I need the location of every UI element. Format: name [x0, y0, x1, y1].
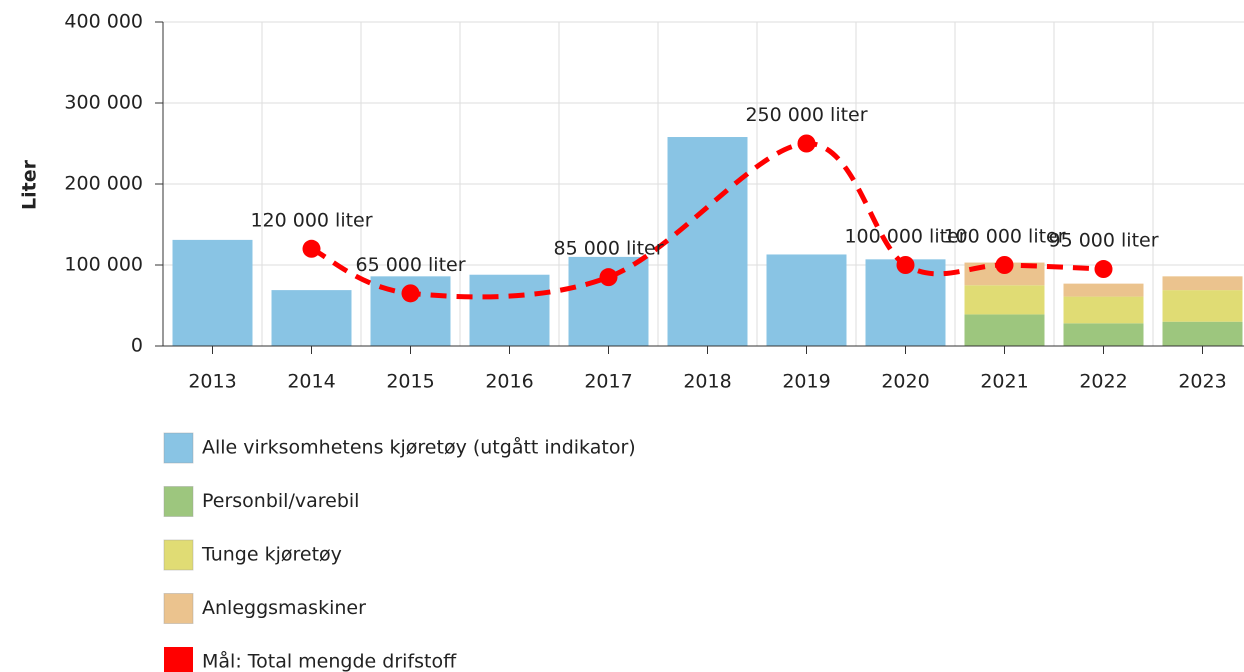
bar	[667, 137, 748, 346]
x-tick-label: 2013	[188, 371, 236, 393]
x-tick-label: 2017	[584, 371, 632, 393]
data-label: 65 000 liter	[355, 254, 465, 276]
data-label: 120 000 liter	[250, 209, 372, 231]
x-tick-label: 2022	[1079, 371, 1127, 393]
legend-swatch	[164, 647, 193, 672]
y-tick-label: 0	[131, 335, 143, 357]
x-tick-label: 2023	[1178, 371, 1226, 393]
target-point	[995, 256, 1014, 274]
x-tick-label: 2020	[881, 371, 929, 393]
legend-label: Tunge kjøretøy	[201, 544, 342, 566]
legend-label: Alle virksomhetens kjøretøy (utgått indi…	[202, 436, 636, 459]
bar	[766, 254, 847, 346]
y-tick-label: 200 000	[64, 173, 143, 195]
y-tick-label: 300 000	[64, 92, 143, 114]
y-tick-label: 400 000	[64, 11, 143, 33]
bar	[1063, 283, 1144, 297]
y-tick-label: 100 000	[64, 254, 143, 276]
y-axis-label: Liter	[19, 159, 41, 210]
data-label: 100 000 liter	[943, 226, 1065, 248]
legend-swatch	[163, 486, 194, 517]
bar	[469, 274, 550, 346]
x-tick-label: 2021	[980, 371, 1028, 393]
bar	[1063, 296, 1144, 324]
legend-label: Personbil/varebil	[202, 490, 359, 512]
target-point	[1094, 260, 1113, 279]
x-tick-label: 2018	[683, 371, 731, 393]
target-point	[599, 268, 618, 287]
legend-swatch	[163, 593, 194, 624]
bar	[964, 314, 1045, 346]
bar	[172, 239, 253, 346]
x-tick-label: 2014	[287, 371, 335, 393]
x-tick-label: 2016	[485, 371, 533, 393]
legend-label: Mål: Total mengde drifstoff	[202, 650, 457, 672]
bar	[1162, 321, 1243, 346]
bar	[1063, 323, 1144, 346]
data-label: 85 000 liter	[553, 238, 663, 260]
bar	[1162, 276, 1243, 291]
legend-swatch	[163, 432, 194, 464]
data-label: 95 000 liter	[1048, 230, 1158, 252]
legend-swatch	[163, 539, 194, 571]
target-point	[797, 134, 816, 153]
target-point	[896, 256, 915, 274]
data-label: 250 000 liter	[745, 104, 867, 126]
target-point	[401, 284, 420, 303]
bar	[1162, 290, 1243, 322]
data-label: 100 000 liter	[844, 226, 966, 248]
bar	[271, 290, 352, 346]
x-tick-label: 2019	[782, 371, 830, 393]
legend-label: Anleggsmaskiner	[202, 597, 366, 619]
x-tick-label: 2015	[386, 371, 434, 393]
target-point	[302, 239, 321, 258]
bar	[964, 285, 1045, 315]
